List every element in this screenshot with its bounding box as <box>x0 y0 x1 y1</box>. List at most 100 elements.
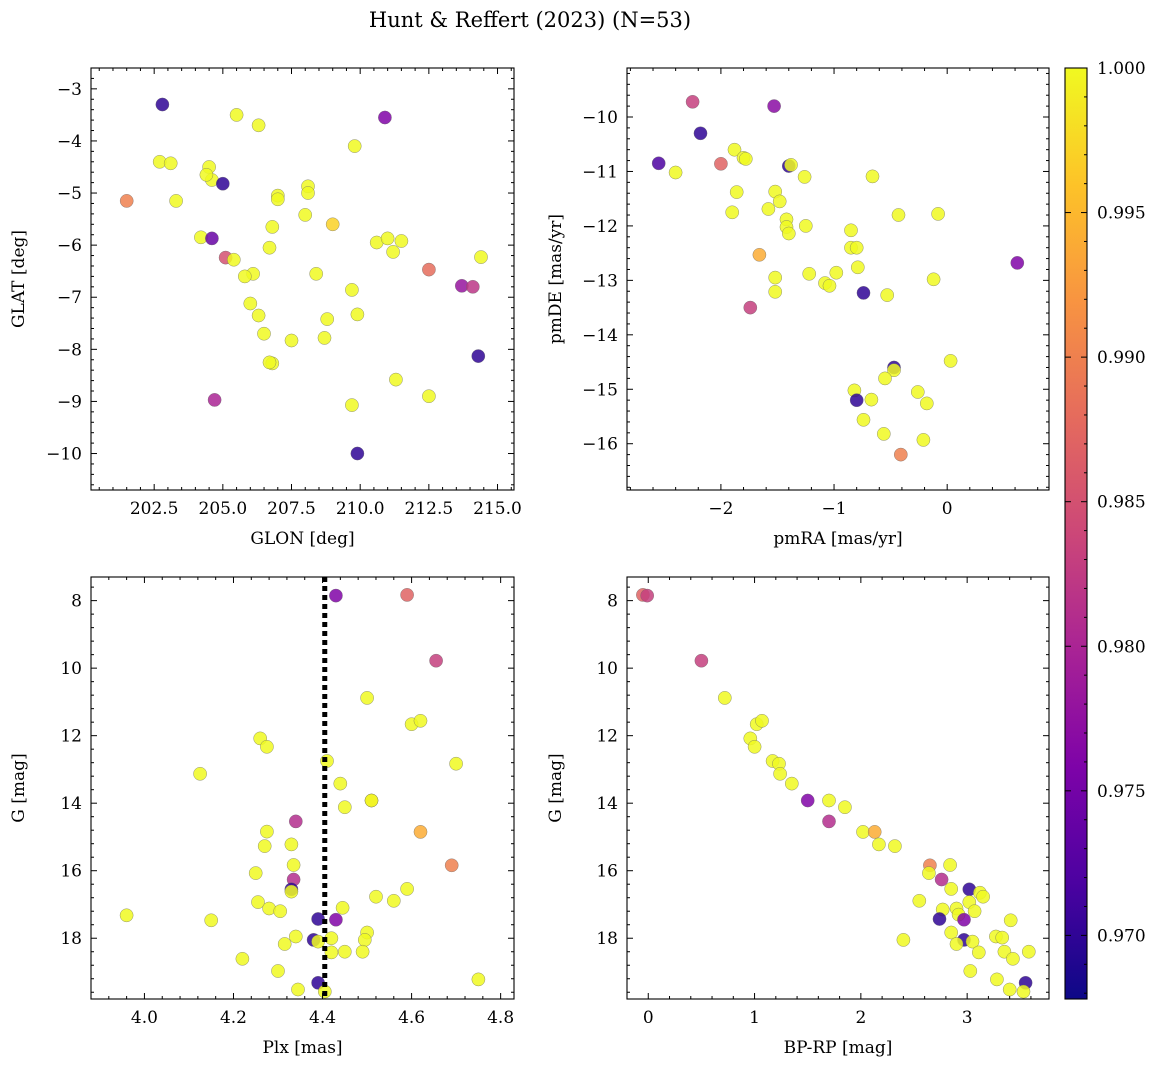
data-point <box>204 913 219 928</box>
x-tick-label: 3 <box>962 1008 973 1028</box>
parallax-magnitude-ticks <box>90 577 514 999</box>
data-point <box>207 393 222 407</box>
data-point <box>867 825 882 839</box>
parallax-magnitude-points <box>119 588 486 999</box>
colorbar-tick-label: 1.000 <box>1097 59 1146 79</box>
data-point <box>738 152 753 166</box>
data-point <box>856 286 871 300</box>
data-point <box>251 895 265 909</box>
data-point <box>257 839 272 853</box>
y-tick-label: 14 <box>596 794 618 814</box>
y-tick-label: 8 <box>607 592 618 612</box>
data-point <box>990 972 1004 987</box>
y-tick-label: 12 <box>60 727 82 747</box>
data-point <box>767 99 781 113</box>
x-tick-label: 0 <box>643 1008 654 1028</box>
data-point <box>301 186 315 200</box>
data-point <box>916 433 931 447</box>
data-point <box>265 220 280 234</box>
x-tick-label: 4.8 <box>487 1008 514 1028</box>
data-point <box>943 858 957 872</box>
data-point <box>926 272 941 287</box>
data-point <box>1003 913 1018 928</box>
data-point <box>727 142 742 157</box>
data-point <box>893 447 908 462</box>
data-point <box>260 739 274 754</box>
data-point <box>273 904 288 919</box>
data-point <box>284 884 299 899</box>
y-tick-label: −6 <box>57 236 82 256</box>
position-axes-frame <box>90 67 515 491</box>
data-point <box>298 208 313 222</box>
data-point <box>784 158 798 172</box>
data-point <box>944 882 959 896</box>
data-point <box>119 194 134 208</box>
data-point <box>449 756 463 771</box>
x-tick-label: 215.0 <box>473 499 522 519</box>
data-point <box>781 226 796 241</box>
data-point <box>714 156 728 171</box>
y-tick-label: 12 <box>596 727 618 747</box>
data-point <box>380 231 395 246</box>
parallax-magnitude-axes-frame <box>90 576 515 1000</box>
panel-position: 202.5 205.0 207.5 210.0 212.5 215.0 −3 −4 −5 −6 −7… <box>9 67 522 549</box>
data-point <box>309 266 324 281</box>
panel-parallax-magnitude: 4.0 4.2 4.4 4.6 4.8 8 10 12 14 16 18 Plx [mas] G [ma… <box>9 576 515 1058</box>
data-point <box>772 194 787 209</box>
data-point <box>995 930 1010 945</box>
data-point <box>325 217 340 232</box>
y-tick-label: 10 <box>596 659 618 679</box>
x-axis-label: Plx [mas] <box>262 1038 342 1058</box>
data-point <box>729 185 744 199</box>
data-point <box>345 283 359 297</box>
x-axis-label: GLON [deg] <box>250 529 354 549</box>
data-point <box>229 108 244 122</box>
data-point <box>465 279 480 294</box>
colorbar-tick-label: 0.975 <box>1097 782 1146 802</box>
data-point <box>360 691 374 705</box>
data-point <box>747 739 762 754</box>
data-point <box>668 165 683 180</box>
x-tick-label: 210.0 <box>336 499 385 519</box>
y-tick-label: −16 <box>582 435 618 455</box>
data-point <box>350 307 365 322</box>
data-point <box>761 202 776 216</box>
data-point <box>910 385 925 399</box>
data-point <box>802 266 817 281</box>
x-tick-label: 1 <box>749 1008 760 1028</box>
data-point <box>798 219 813 233</box>
data-point <box>291 982 305 997</box>
data-point <box>850 260 865 275</box>
y-tick-label: 14 <box>60 794 82 814</box>
proper-motion-axes-frame <box>626 67 1050 491</box>
y-axis-label: G [mag] <box>9 753 29 822</box>
colorbar-tick-label: 0.995 <box>1097 204 1146 224</box>
data-point <box>943 354 958 368</box>
data-point <box>199 167 214 182</box>
y-tick-label: −10 <box>46 445 82 465</box>
data-point <box>768 284 783 299</box>
data-point <box>876 427 891 441</box>
data-point <box>251 118 266 133</box>
data-point <box>357 933 372 947</box>
y-tick-label: −14 <box>582 326 618 346</box>
data-point <box>155 97 170 112</box>
data-point <box>333 776 348 791</box>
data-point <box>284 837 299 852</box>
data-point <box>865 169 880 184</box>
data-point <box>471 972 486 987</box>
data-point <box>856 412 871 427</box>
color-magnitude-ticks <box>626 577 1049 999</box>
colorbar-tick-label: 0.990 <box>1097 348 1146 368</box>
data-point <box>329 588 343 603</box>
data-point <box>931 207 945 221</box>
data-point <box>1006 951 1020 966</box>
y-tick-label: −4 <box>57 132 82 152</box>
x-tick-label: 4.0 <box>131 1008 158 1028</box>
data-point <box>400 882 414 896</box>
data-point <box>251 308 266 323</box>
data-point <box>243 296 258 311</box>
data-point <box>685 94 700 109</box>
data-point <box>262 355 277 370</box>
